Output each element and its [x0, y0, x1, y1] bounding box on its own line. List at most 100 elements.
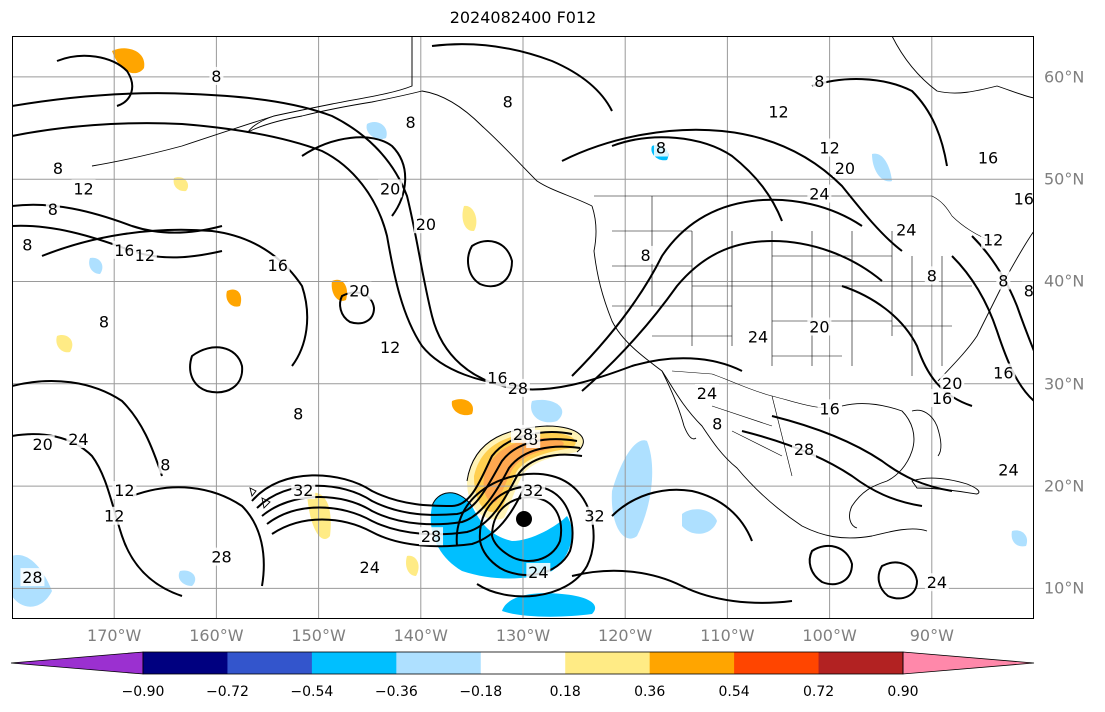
contour-label: 12	[73, 179, 93, 198]
contour-label-bg	[20, 568, 45, 587]
contour-eye-1	[491, 496, 562, 562]
contour-label-bg	[265, 256, 290, 275]
contour-ridge-3	[611, 136, 783, 222]
contour-label: 20	[416, 215, 436, 234]
contour-label: 16	[1014, 190, 1034, 209]
cool-spot-5	[178, 570, 196, 586]
thin-contour-2	[431, 492, 473, 507]
lat-tick-label: 50°N	[1044, 169, 1085, 189]
contour-label-bg	[582, 506, 607, 525]
contour-north-center	[431, 43, 613, 112]
contour-label-bg	[20, 235, 35, 254]
contour-label-bg	[653, 138, 668, 157]
coastlines	[91, 36, 1034, 539]
contour-label-bg	[807, 184, 832, 203]
colorbar-segment	[480, 652, 566, 674]
west-coast-na	[591, 205, 928, 539]
colorbar-extend-max	[902, 651, 1035, 675]
contour-label-bg	[347, 281, 372, 300]
contour-label-bg	[378, 179, 403, 198]
contour-hurricane-5	[271, 487, 525, 548]
contour-label: 16	[819, 399, 839, 418]
cool-shading-light-3	[531, 399, 563, 423]
contour-labels: 8812161288882020162012168888881288122024…	[20, 66, 1034, 592]
contour-label: 24	[68, 430, 88, 449]
colorbar-tick-label: −0.54	[290, 684, 334, 700]
contour-trough-2	[12, 122, 523, 387]
contour-label: 24	[528, 563, 548, 582]
contour-label-bg	[419, 527, 444, 546]
contour-label: 16	[268, 256, 288, 275]
contour-label-bg	[132, 245, 157, 264]
contour-lines-thin	[431, 425, 584, 507]
contour-ridge-1	[571, 198, 863, 377]
lon-tick-label: 110°W	[700, 626, 755, 645]
warm-spot-5	[56, 335, 73, 353]
contour-label-bg	[357, 557, 382, 576]
contour-label-bg	[500, 92, 515, 111]
contour-label-bg	[521, 481, 546, 500]
contour-label-bg	[66, 430, 91, 449]
contour-label: 28	[513, 425, 533, 444]
east-coast-na	[937, 230, 1034, 382]
lon-tick-label: 120°W	[598, 626, 653, 645]
contour-hurricane-1	[251, 431, 573, 507]
contour-label: 8	[1024, 282, 1034, 301]
contour-label-bg	[413, 215, 438, 234]
contour-south-2	[611, 488, 753, 542]
contour-label-bg	[817, 399, 842, 418]
contour-label-bg	[403, 112, 418, 131]
contour-gulf-2	[741, 430, 923, 507]
contour-label-bg	[817, 138, 842, 157]
contour-loop-1	[189, 346, 244, 394]
contour-label: 12	[104, 507, 124, 526]
hawaii-1	[249, 487, 257, 497]
contour-west-12	[12, 203, 223, 234]
mexico-states	[711, 395, 793, 477]
colorbar-segment	[649, 652, 735, 674]
colorbar-segment	[734, 652, 820, 674]
contour-label: 8	[293, 404, 303, 423]
contour-label: 8	[503, 92, 513, 111]
contour-label: 12	[380, 338, 400, 357]
contour-label-bg	[710, 414, 725, 433]
weather-map: 8812161288882020162012168888881288122024…	[12, 36, 1034, 619]
colorbar-tick-label: 0.72	[802, 684, 835, 700]
contour-eye-2	[478, 485, 574, 576]
warm-spot-9	[406, 555, 419, 576]
contour-label-bg	[96, 312, 111, 331]
colorbar-segment	[227, 652, 313, 674]
contour-label-bg	[50, 158, 65, 177]
contour-label: 8	[160, 456, 170, 475]
contour-nw-small	[56, 54, 134, 107]
contour-label: 12	[819, 139, 839, 158]
contour-label-bg	[766, 102, 791, 121]
contour-label: 20	[32, 435, 52, 454]
colorbar-tick-label: 0.18	[549, 684, 581, 700]
contour-label: 16	[487, 369, 507, 388]
contour-label-bg	[894, 220, 919, 239]
contour-label: 8	[712, 415, 722, 434]
contour-label: 24	[896, 220, 916, 239]
contour-south-pacific	[12, 380, 163, 477]
contour-label-bg	[792, 440, 817, 459]
contour-label: 16	[932, 389, 952, 408]
contour-label: 24	[697, 384, 717, 403]
contour-label: 8	[814, 72, 824, 91]
colorbar-segment	[565, 652, 651, 674]
warm-spot-7	[462, 205, 477, 232]
contour-south-1	[571, 569, 793, 604]
state-borders-east	[892, 256, 972, 376]
contour-label-bg	[505, 378, 530, 397]
contour-label: 16	[993, 364, 1013, 383]
contour-label-bg	[996, 271, 1011, 290]
contour-label-bg	[832, 158, 857, 177]
lat-tick-label: 20°N	[1044, 476, 1085, 496]
cool-spot-6	[1011, 530, 1028, 547]
contour-label-bg	[526, 562, 551, 581]
warm-spot-4	[451, 399, 473, 416]
gulf-of-mexico-coast	[841, 403, 915, 529]
contour-label: 28	[421, 527, 441, 546]
contour-label: 24	[927, 573, 947, 592]
lon-tick-label: 130°W	[495, 626, 551, 645]
